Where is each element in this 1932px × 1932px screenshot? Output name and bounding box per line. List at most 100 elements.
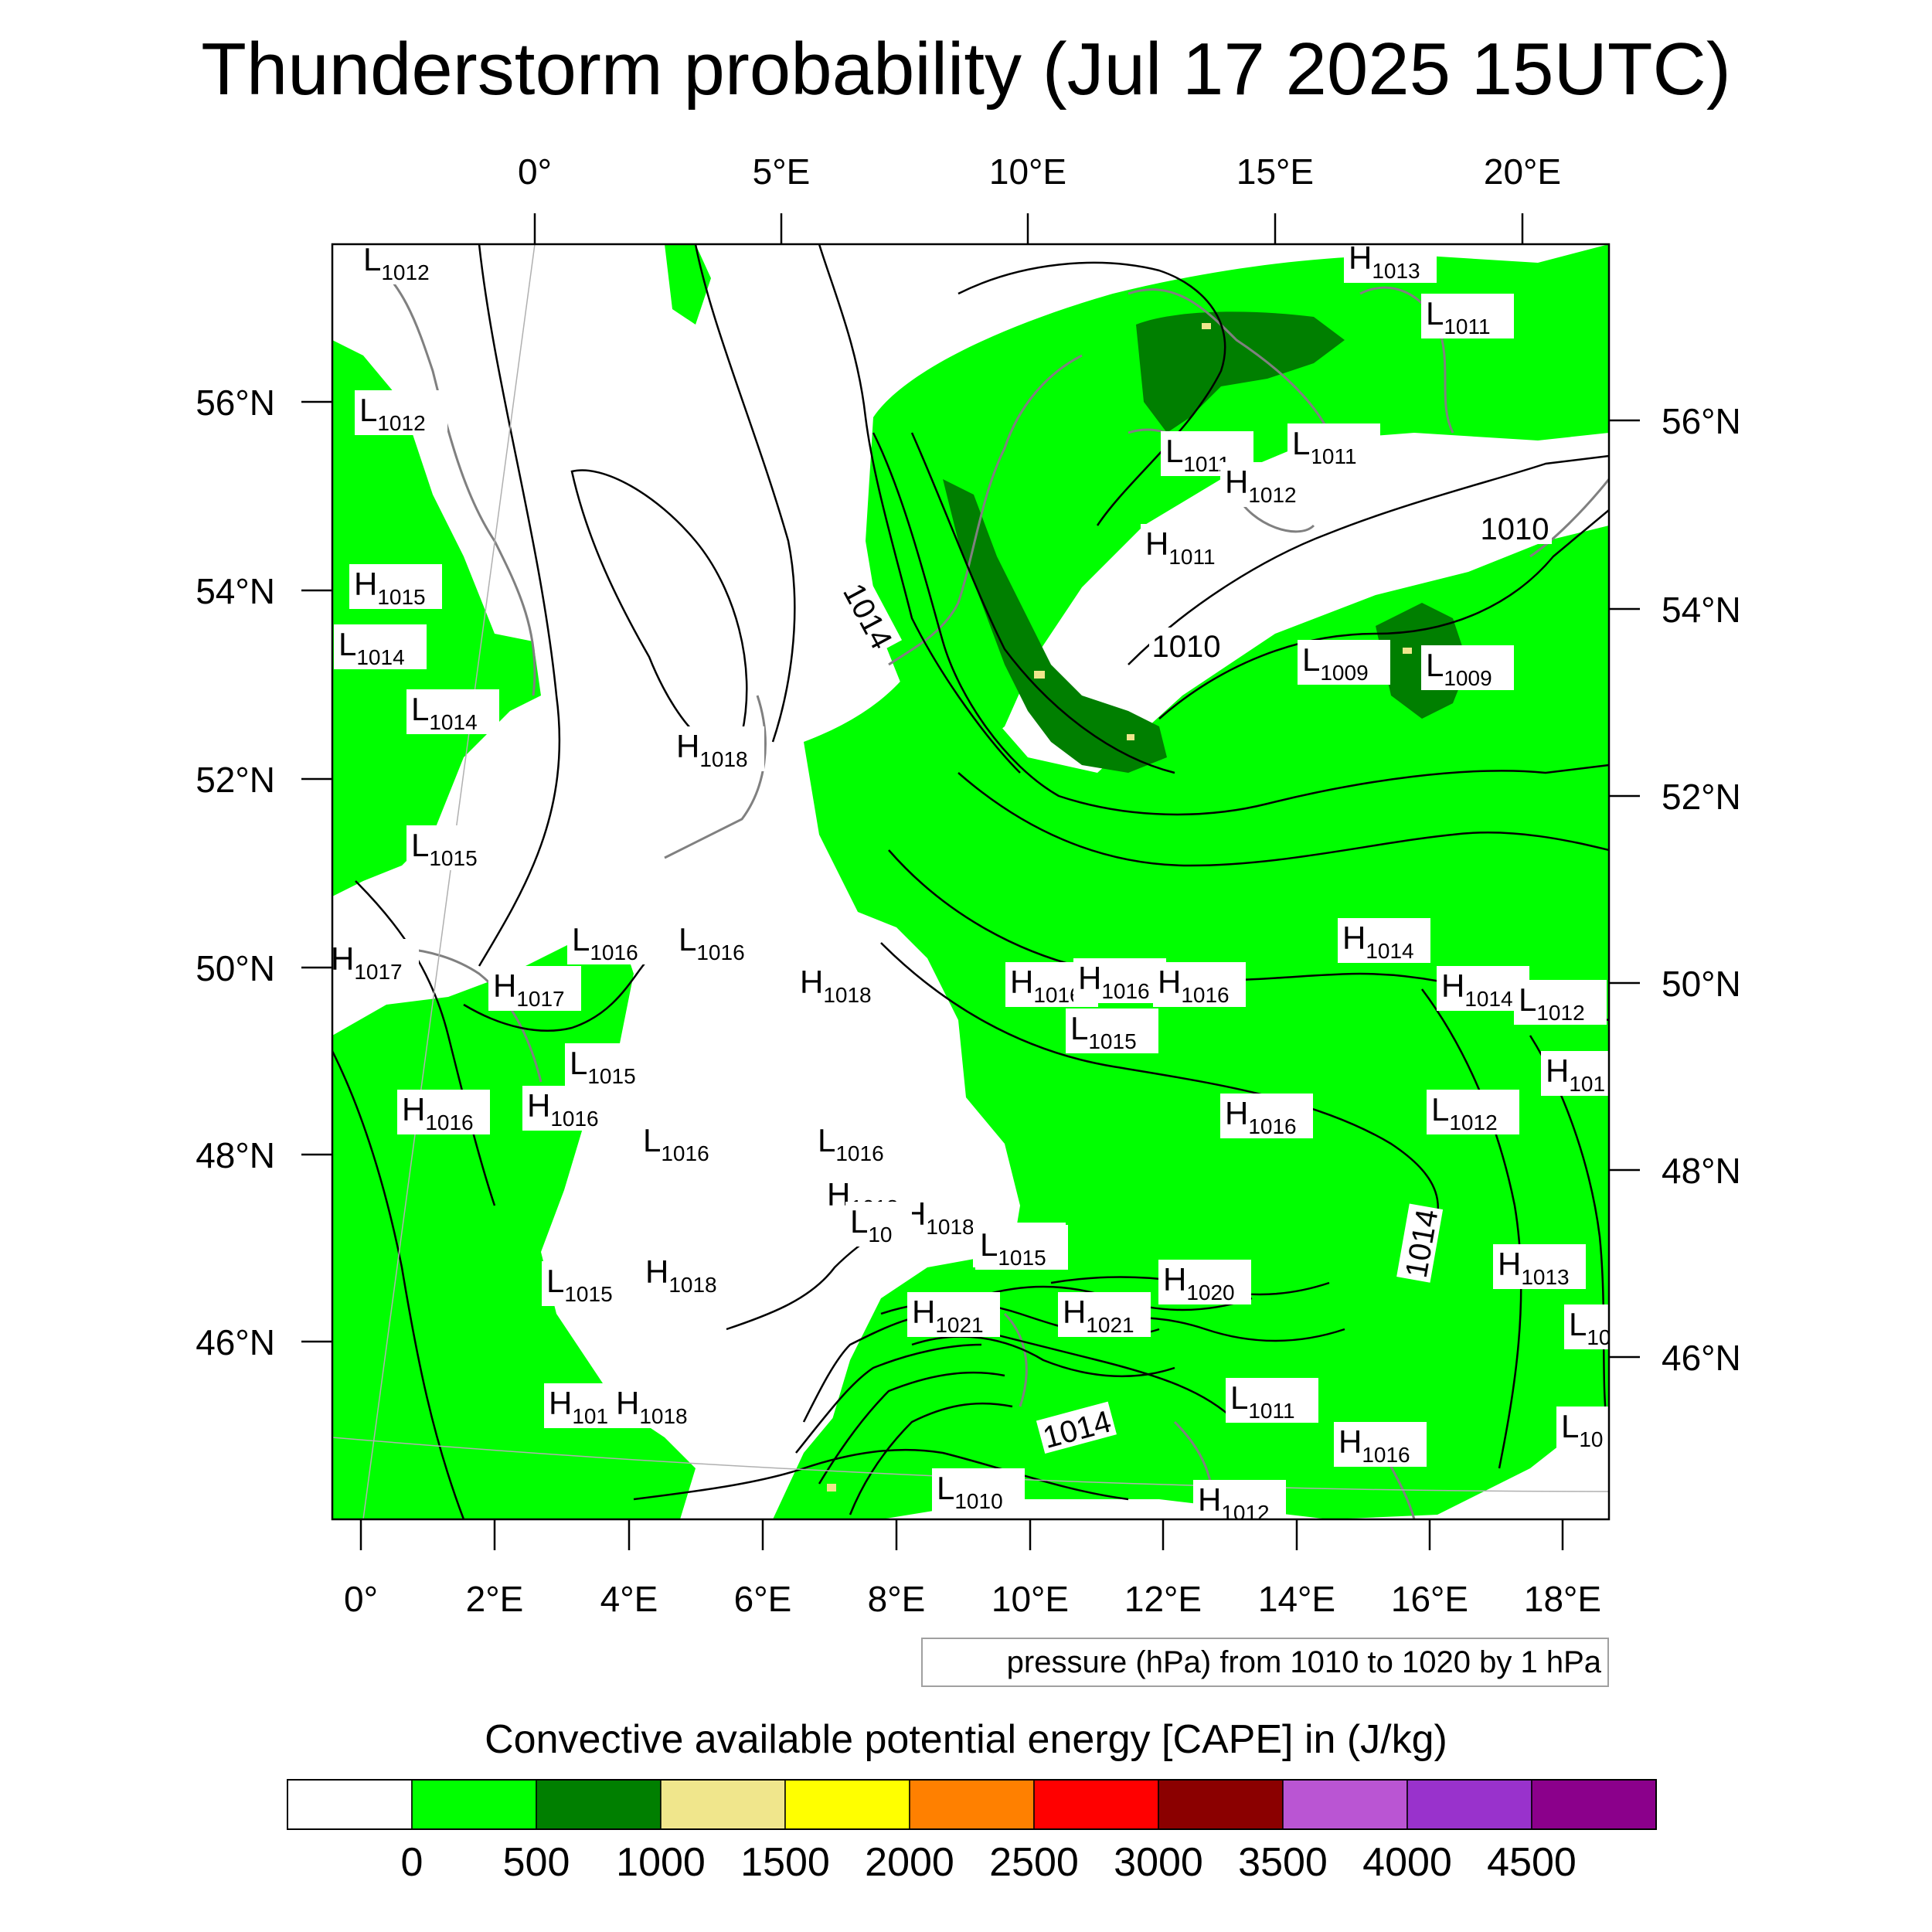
pressure-center-label-bg (672, 726, 764, 771)
pressure-center-label-bg (1427, 1090, 1519, 1134)
cape-spot-4 (1127, 734, 1134, 740)
pressure-center-label-bg (1514, 980, 1607, 1025)
bottom-tick-label: 18°E (1524, 1579, 1601, 1619)
pressure-center-label: H1021 (1063, 1294, 1134, 1337)
pressure-center-label-bg (1338, 918, 1430, 963)
pressure-center-label-bg (332, 939, 419, 984)
cape-dark-southern-sweden (1136, 311, 1345, 433)
pressure-center-label: H1015 (354, 566, 426, 609)
bottom-tick-label: 8°E (868, 1579, 926, 1619)
pressure-center-label-bg (1298, 640, 1390, 685)
pressure-center-label-bg (355, 390, 447, 435)
pressure-center-label-bg (1158, 1260, 1251, 1304)
pressure-center-label: L1011 (1292, 425, 1357, 468)
cape-spot-3 (1403, 648, 1412, 654)
pressure-center-label-bg (674, 920, 767, 964)
pressure-center-label-bg (795, 962, 888, 1007)
pressure-center-label-bg (641, 1252, 733, 1297)
colorbar-tick-label: 2000 (865, 1840, 954, 1885)
right-tick-label: 52°N (1662, 777, 1741, 817)
pressure-center-label: L1015 (1070, 1010, 1137, 1053)
bottom-tick-label: 6°E (734, 1579, 792, 1619)
pressure-center-label: L1009 (1426, 647, 1492, 690)
bottom-tick-label: 4°E (600, 1579, 658, 1619)
pressure-center-label-bg (1220, 1094, 1313, 1138)
cape-dark-germany-band (943, 479, 1167, 773)
pressure-center-label-bg (1066, 1009, 1158, 1053)
colorbar-cell (1033, 1779, 1159, 1830)
pressure-center-label-bg (1344, 244, 1437, 283)
pressure-center-label-bg (1141, 524, 1233, 569)
pressure-center-label: H1016 (527, 1087, 599, 1131)
pressure-center-label: L1014 (338, 626, 405, 669)
pressure-center-label: H1012 (1225, 464, 1297, 507)
colorbar-frame (287, 1779, 1657, 1830)
pressure-center-label-bg (1287, 423, 1380, 468)
pressure-center-label: H1014 (1342, 920, 1414, 963)
bottom-tick-label: 16°E (1391, 1579, 1468, 1619)
pressure-center-label: H1018 (645, 1253, 717, 1297)
cape-area-northeast (866, 244, 1609, 757)
left-tick-label: 48°N (196, 1135, 275, 1175)
colorbar-cell (536, 1779, 662, 1830)
pressure-center-label: L10 (850, 1203, 893, 1247)
colorbar-tick-label: 4500 (1487, 1840, 1577, 1885)
map-panel: L1012 H1013L1011L1012L1011L1011H1012H1011… (331, 243, 1611, 1525)
isobar-label: 1010 (1478, 510, 1552, 546)
isobar-label-bg (1036, 1401, 1117, 1454)
right-tick-label: 50°N (1662, 964, 1741, 1004)
left-tick-label: 56°N (196, 383, 275, 423)
pressure-center-label-bg (932, 1468, 1025, 1513)
pressure-center-label: L1011 (1230, 1379, 1295, 1423)
pressure-center-label: L1016 (818, 1122, 884, 1165)
colorbar-tick-label: 3500 (1238, 1840, 1328, 1885)
pressure-center-label: H1018 (676, 728, 748, 771)
pressure-center-label: L1015 (411, 827, 478, 870)
pressure-center-label-bg (1421, 294, 1514, 338)
pressure-center-label: H1014 (1441, 968, 1513, 1011)
colorbar (287, 1779, 1657, 1830)
isobar-label-bg (1149, 628, 1223, 662)
colorbar-title: Convective available potential energy [C… (485, 1717, 1447, 1762)
pressure-center-label-bg (1226, 1378, 1318, 1423)
pressure-center-label: H1013 (1498, 1246, 1570, 1289)
pressure-center-label-bg (522, 1086, 615, 1131)
isobar-label-bg (1478, 510, 1552, 544)
pressure-center-label: L10 (1569, 1306, 1611, 1349)
isobar-label-text: 1010 (1481, 512, 1549, 546)
pressure-center-label-bg (1421, 645, 1514, 690)
pressure-center-label: H1016 (402, 1091, 474, 1134)
right-tick-label: 48°N (1662, 1151, 1741, 1191)
pressure-center-label-bg (1556, 1406, 1609, 1451)
bottom-tick-label: 2°E (466, 1579, 524, 1619)
bottom-axis (359, 1519, 1564, 1550)
pressure-center-label-bg (1193, 1480, 1286, 1519)
pressure-center-label-bg (907, 1292, 1000, 1337)
bottom-tick-label: 10°E (992, 1579, 1069, 1619)
right-axis (1609, 419, 1640, 1359)
pressure-center-label-bg (567, 920, 660, 964)
pressure-center-label: H1012 (1198, 1481, 1270, 1525)
pressure-center-label-bg (334, 624, 427, 669)
colorbar-cell (287, 1779, 413, 1830)
colorbar-tick-label: 1500 (740, 1840, 830, 1885)
isobar-label: 1010 (1149, 628, 1223, 664)
pressure-center-labels: L1012 H1013L1011L1012L1011L1011H1012H1011… (332, 244, 1611, 1525)
isobar-label-text: 1010 (1152, 630, 1221, 664)
pressure-center-label: H1016 (1338, 1423, 1410, 1467)
pressure-center-label-bg (845, 1202, 912, 1247)
contour-info-box (921, 1638, 1609, 1687)
pressure-center-label-bg (544, 1383, 624, 1428)
pressure-center-label: L1010 (937, 1470, 1003, 1513)
pressure-center-label-bg (359, 244, 451, 284)
pressure-center-label-bg (1153, 962, 1246, 1007)
pressure-center-label: H1016 (1158, 964, 1230, 1007)
contour-info-text: pressure (hPa) from 1010 to 1020 by 1 hP… (1007, 1645, 1602, 1679)
pressure-center-label: L1012 (1431, 1091, 1498, 1134)
colorbar-cell (1406, 1779, 1532, 1830)
pressure-center-label-bg (1564, 1304, 1609, 1349)
top-tick-label: 10°E (989, 151, 1066, 192)
colorbar-tick-label: 2500 (989, 1840, 1079, 1885)
pressure-center-label: L1014 (411, 691, 478, 734)
